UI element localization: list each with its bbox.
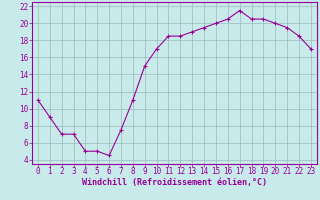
X-axis label: Windchill (Refroidissement éolien,°C): Windchill (Refroidissement éolien,°C)	[82, 178, 267, 187]
